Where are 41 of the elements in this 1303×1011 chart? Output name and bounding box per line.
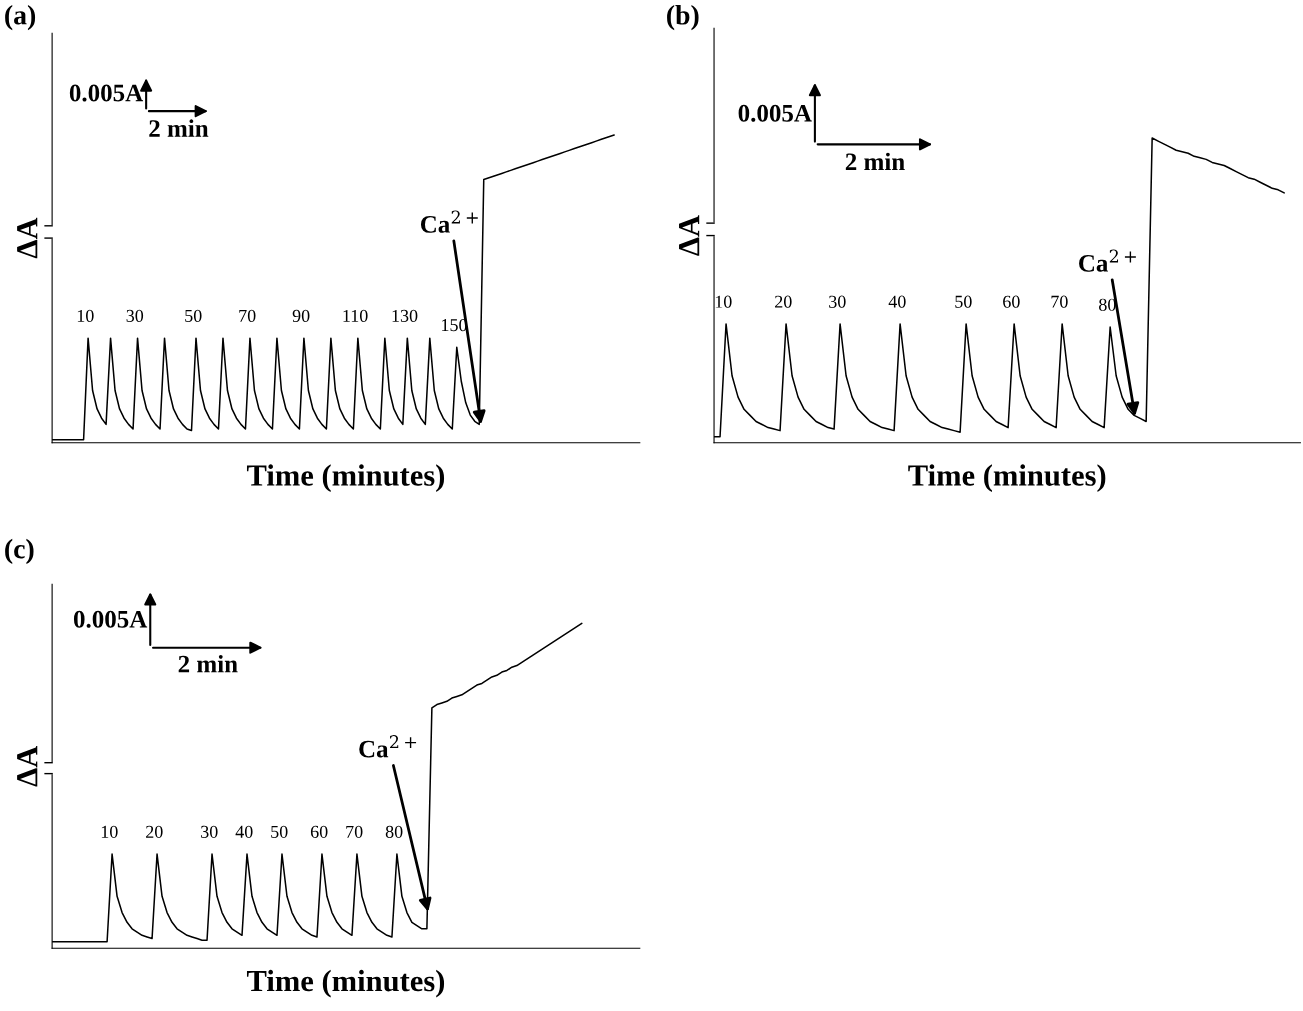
annotation: 10 (101, 825, 118, 838)
annotation: 20 (146, 825, 163, 838)
chart-title: (a) (5, 5, 36, 31)
annotation: 60 (1003, 295, 1020, 308)
y-axis-title: ΔA (679, 215, 700, 256)
annotation: 50 (955, 295, 972, 308)
annotation: 10 (77, 309, 94, 322)
annotation: Ca$^{2+}$ (1079, 249, 1136, 272)
annotation: 80 (1099, 298, 1116, 311)
annotation: 40 (235, 825, 253, 838)
annotation: 70 (1051, 295, 1068, 308)
annotation: 2 min (149, 119, 209, 137)
chart-title: (b) (667, 5, 699, 31)
annotation: 0.005A (73, 610, 148, 628)
x-axis-title: Time (minutes) (246, 969, 445, 998)
annotation: 50 (271, 825, 288, 838)
annotation: 50 (185, 309, 202, 322)
annotation: 20 (775, 295, 792, 308)
annotation: 40 (888, 295, 906, 308)
annotation: 90 (292, 309, 310, 322)
chart-title: (c) (5, 538, 34, 565)
y-axis-title: ΔA (17, 745, 38, 787)
annotation: 60 (310, 825, 328, 838)
annotation: 30 (201, 825, 218, 838)
y-axis-title: ΔA (17, 217, 38, 259)
annotation: 130 (392, 309, 418, 322)
text: 0.005A (738, 104, 812, 122)
annotation: 30 (829, 295, 846, 308)
x-axis-title: Time (minutes) (908, 464, 1106, 493)
annotation: 2 min (845, 152, 905, 171)
annotation: 2 min (178, 654, 238, 673)
annotation: Ca$^{2+}$ (359, 735, 417, 758)
x-axis-title: Time (minutes) (246, 464, 445, 493)
annotation: 30 (126, 309, 144, 322)
annotation: 80 (385, 825, 403, 838)
text: 0.005A (69, 84, 144, 102)
annotation: 10 (715, 295, 732, 308)
annotation: 70 (346, 825, 363, 838)
annotation: 110 (343, 309, 368, 322)
annotation: 70 (239, 309, 256, 322)
annotation: Ca$^{2+}$ (420, 210, 478, 233)
